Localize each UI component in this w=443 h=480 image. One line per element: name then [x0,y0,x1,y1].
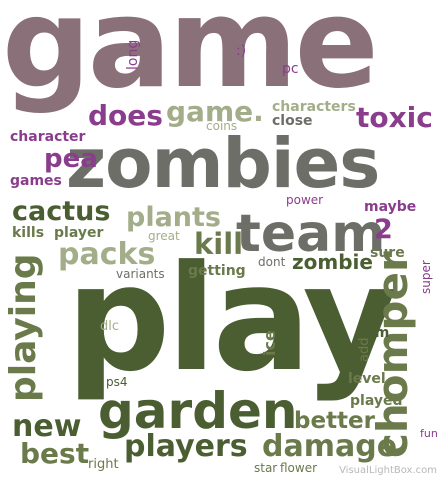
word-zombie: zombie [292,250,373,274]
word-played: played [350,393,403,409]
word-game-dot: game. [166,95,264,128]
word-packs: packs [58,237,156,272]
word-variants: variants [116,267,165,281]
word-smile: :) [236,43,247,59]
word-players: players [124,429,248,464]
word-sure: sure [370,245,405,261]
word-game: game [2,0,379,116]
word-close: close [272,113,313,129]
word-best: best [20,437,90,470]
word-im: im [370,325,390,341]
word-playing: playing [3,253,44,403]
word-star: star [254,461,278,475]
word-does: does [88,99,163,132]
word-kills: kills [12,225,45,241]
word-zombies: zombies [66,124,380,204]
word-damage: damage [262,429,398,464]
word-pea: pea [44,144,98,174]
word-garden: garden [98,382,298,440]
word-cactus: cactus [12,196,111,227]
word-new: new [12,409,82,444]
word-coins: coins [206,119,238,133]
word-kill: kill [194,227,244,261]
word-power: power [286,193,324,207]
word-getting: getting [188,263,246,279]
word-dont: dont [258,255,286,269]
word-level: level [348,371,386,387]
word-long: long [125,39,141,70]
word-add: add [357,337,372,362]
word-maybe: maybe [364,199,417,215]
word-ps4: ps4 [106,375,128,389]
word-toxic: toxic [356,101,433,134]
word-ice: ice [260,330,279,356]
word-dlc: dlc [100,319,120,334]
word-flower: flower [280,461,318,475]
word-fun: fun [420,427,438,440]
word-right: right [88,457,119,472]
word-two: 2 [374,214,393,245]
word-play: play [66,234,398,404]
watermark: VisualLightBox.com [339,465,437,476]
word-team: team [236,204,386,264]
word-great: great [148,229,180,243]
word-games: games [10,173,62,189]
word-player: player [54,225,104,241]
word-pc: pc [282,61,299,77]
word-better: better [294,408,375,434]
word-chomper: chomper [368,251,417,458]
word-character: character [10,129,86,145]
word-characters: characters [272,99,356,115]
word-super: super [419,260,433,294]
word-plants: plants [126,202,222,233]
